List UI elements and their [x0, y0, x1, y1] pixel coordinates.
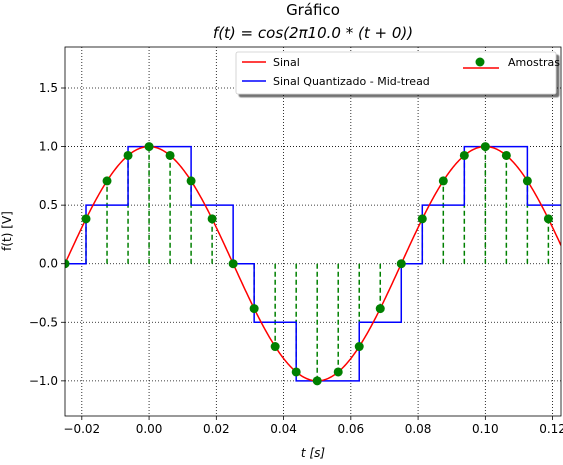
x-tick-label: 0.08: [405, 422, 432, 436]
sample-point: [438, 176, 448, 186]
sample-point: [270, 342, 280, 352]
sample-point: [312, 376, 322, 386]
legend-quantized-label: Sinal Quantizado - Mid-tread: [273, 75, 430, 88]
sample-point: [459, 150, 469, 160]
x-tick-label: −0.02: [63, 422, 100, 436]
sample-point: [81, 214, 91, 224]
x-tick-label: 0.04: [270, 422, 297, 436]
plot-frame: [64, 46, 562, 417]
sample-point: [65, 259, 70, 269]
legend-signal-label: Sinal: [273, 56, 300, 69]
x-tick-label: 0.02: [203, 422, 230, 436]
sample-point: [354, 342, 364, 352]
y-tick-label: 0.5: [39, 198, 58, 212]
y-tick-label: 1.5: [39, 81, 58, 95]
x-axis-label: t [s]: [301, 446, 325, 460]
legend: Sinal Sinal Quantizado - Mid-tread Amost…: [235, 51, 560, 95]
sample-point: [123, 150, 133, 160]
y-tick-label: −0.5: [29, 315, 58, 329]
chart-title: Gráfico: [286, 1, 340, 19]
plot-area: [65, 47, 561, 416]
y-axis-label: f(t) [V]: [0, 211, 14, 251]
sample-point: [186, 176, 196, 186]
sample-point: [375, 304, 385, 314]
sample-point: [480, 142, 490, 152]
sample-stems: [85, 146, 550, 381]
sample-point: [249, 304, 259, 314]
x-tick-label: 0.10: [472, 422, 499, 436]
sample-point: [291, 367, 301, 377]
y-tick-label: 0.0: [39, 257, 58, 271]
sample-point: [501, 150, 511, 160]
sample-markers: [65, 142, 553, 386]
chart-subtitle: f(t) = cos(2π10.0 * (t + 0)): [213, 24, 413, 42]
legend-samples-marker: [475, 57, 485, 67]
sample-point: [228, 259, 238, 269]
sample-point: [333, 367, 343, 377]
sample-point: [543, 214, 553, 224]
x-axis-ticks: −0.02 0.00 0.02 0.04 0.06 0.08 0.10 0.12: [63, 416, 563, 436]
x-tick-label: 0.06: [337, 422, 364, 436]
y-tick-label: −1.0: [29, 374, 58, 388]
sample-point: [396, 259, 406, 269]
sample-point: [102, 176, 112, 186]
sample-point: [417, 214, 427, 224]
y-axis-ticks: −1.0 −0.5 0.0 0.5 1.0 1.5: [29, 81, 65, 388]
x-tick-label: 0.00: [136, 422, 163, 436]
y-tick-label: 1.0: [39, 140, 58, 154]
x-tick-label: 0.12: [539, 422, 563, 436]
sample-point: [144, 142, 154, 152]
legend-samples-label: Amostras: [508, 56, 560, 69]
sample-point: [207, 214, 217, 224]
sample-point: [165, 150, 175, 160]
sample-point: [522, 176, 532, 186]
